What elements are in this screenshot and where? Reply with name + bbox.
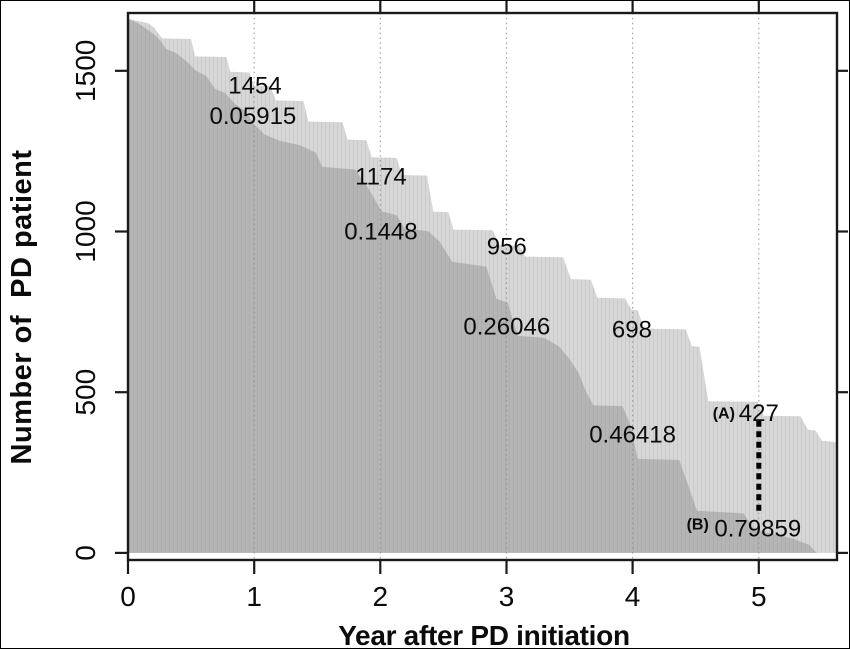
annotation-A: (A) [713,405,735,422]
x-tick-label-4: 4 [625,581,641,612]
annotation-1454: 1454 [228,72,281,99]
axis-ticks [115,1,848,574]
y-tick-label-500: 500 [70,369,101,416]
chart-annotations: 1454 0.05915 1174 0.1448 956 0.26046 698 0.4641… [210,72,802,542]
annotation-B: (B) [687,517,709,534]
annotation-0.1448: 0.1448 [344,218,417,245]
x-tick-label-5: 5 [751,581,767,612]
annotation-1174: 1174 [355,163,407,190]
y-tick-label-1500: 1500 [70,40,101,102]
annotation-0.79859: 0.79859 [714,515,801,542]
annotation-0.46418: 0.46418 [589,421,676,448]
x-tick-label-1: 1 [246,581,262,612]
x-axis-title: Year after PD initiation [338,620,630,648]
area-texture [128,18,837,553]
x-tick-label-0: 0 [120,581,136,612]
gridlines [253,13,760,560]
annotation-698: 698 [612,316,652,343]
plot-border [126,11,839,562]
chart-areas [128,18,837,553]
annotation-427: 427 [739,400,779,427]
y-axis-title: Number of PD patient [6,149,38,464]
x-tick-label-2: 2 [373,581,389,612]
annotation-0.05915: 0.05915 [210,103,297,130]
y-tick-label-0: 0 [70,545,101,561]
annotation-0.26046: 0.26046 [463,313,550,340]
axis-tick-labels: 0 1 2 3 4 5 0 500 1000 1500 [70,40,767,612]
x-tick-label-3: 3 [499,581,515,612]
plot-frame [126,11,839,562]
annotation-956: 956 [487,233,527,260]
y-tick-label-1000: 1000 [70,200,101,262]
